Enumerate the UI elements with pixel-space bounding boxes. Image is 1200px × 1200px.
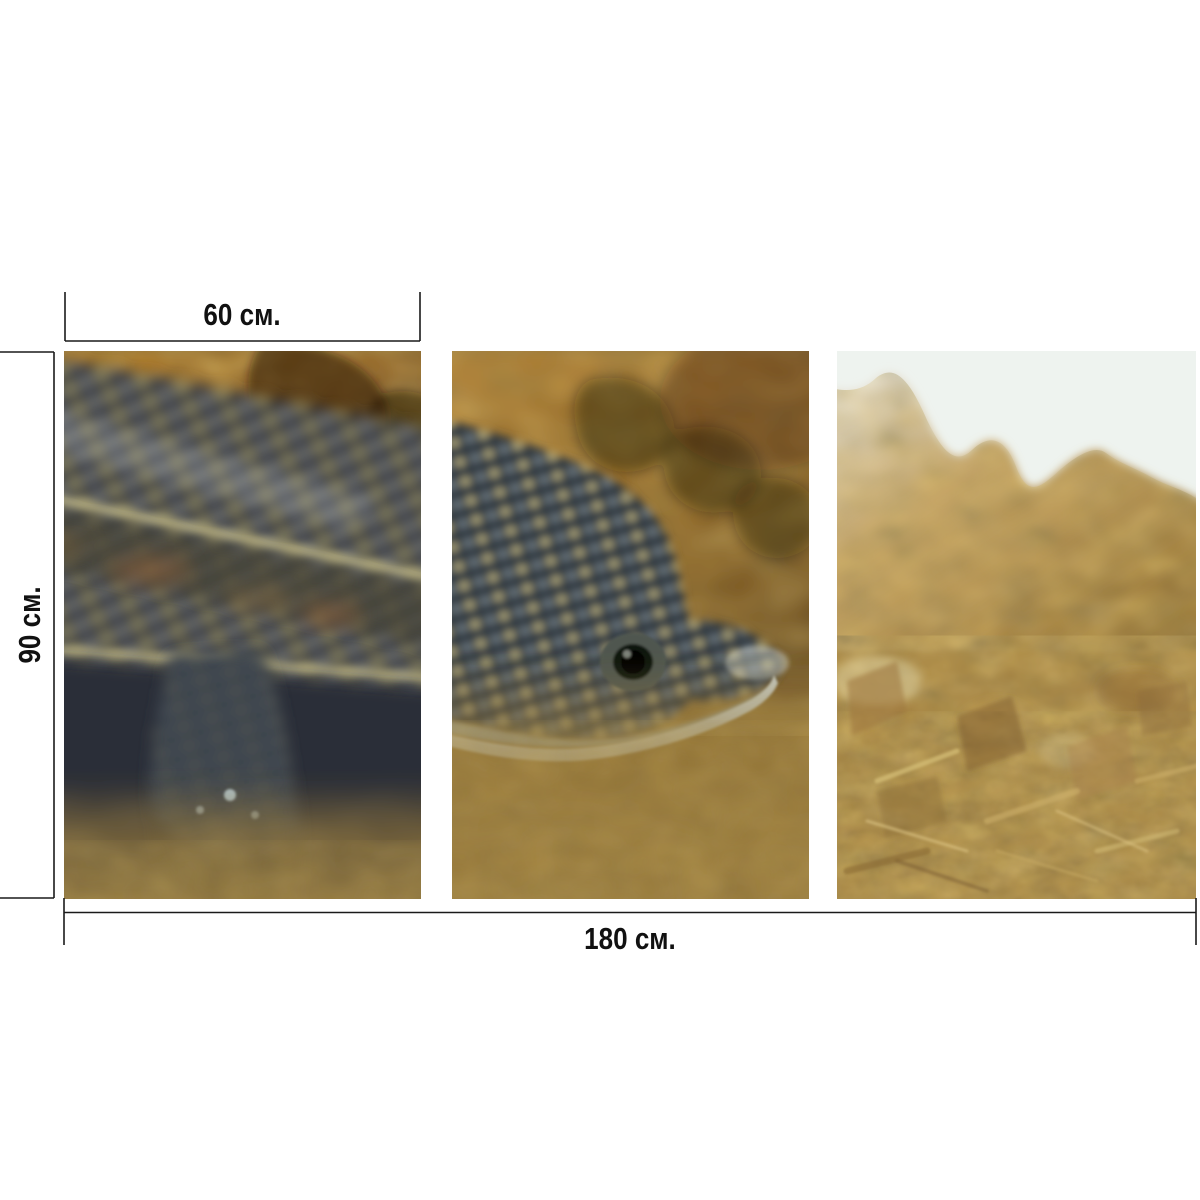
svg-text:180 см.: 180 см. (584, 922, 676, 957)
svg-text:90 см.: 90 см. (13, 586, 48, 663)
svg-text:60 см.: 60 см. (203, 298, 280, 333)
